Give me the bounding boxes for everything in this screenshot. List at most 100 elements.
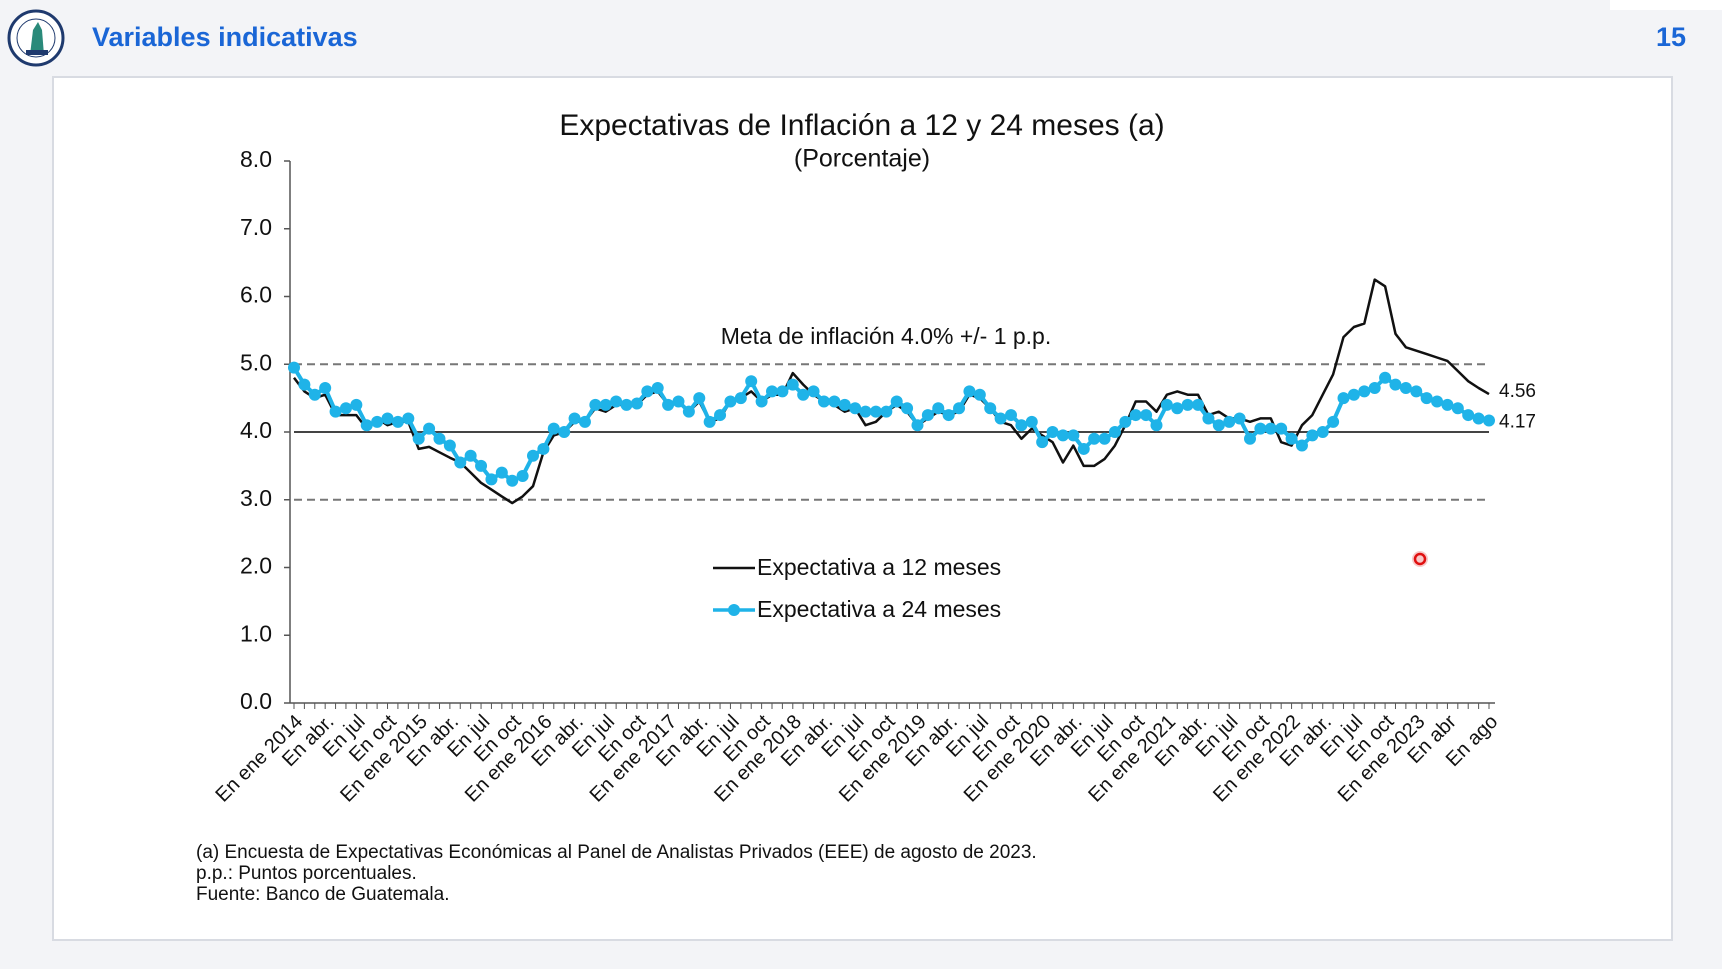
point [911,419,924,432]
y-tick-label: 3.0 [240,485,272,511]
point [1077,442,1090,455]
point [1451,402,1464,415]
point [350,398,363,411]
footnote: Fuente: Banco de Guatemala. [196,884,450,905]
point [921,409,934,422]
point [1347,388,1360,401]
point [1036,436,1049,449]
point [1441,398,1454,411]
point [1160,398,1173,411]
point [1015,419,1028,432]
point [412,432,425,445]
point [776,385,789,398]
point [953,402,966,415]
point [630,397,643,410]
point [1181,398,1194,411]
point [890,395,903,408]
legend-label: Expectativa a 24 meses [757,596,1001,622]
point [589,398,602,411]
point [869,405,882,418]
point [1108,426,1121,438]
point [1129,409,1142,422]
point [932,402,945,415]
y-tick-label: 5.0 [240,349,272,375]
legend-marker [728,604,740,616]
end-label: 4.17 [1499,411,1536,432]
page-number: 15 [1656,22,1686,52]
point [838,398,851,411]
point [1316,426,1329,438]
point [693,392,706,405]
point [1025,415,1038,428]
y-tick-label: 1.0 [240,620,272,646]
point [734,392,747,405]
point [1244,432,1256,445]
point [360,419,373,432]
point [963,385,976,398]
point [797,388,810,401]
point [817,395,830,408]
point [662,398,675,411]
y-tick-label: 7.0 [240,214,272,240]
point [288,361,300,374]
corner-tab [1610,0,1722,10]
point [641,385,654,398]
point [1098,432,1111,445]
point [423,422,436,435]
y-tick-label: 0.0 [240,688,272,714]
point [766,385,778,398]
point [1067,429,1080,442]
point [1285,432,1298,445]
point [786,378,799,391]
point [724,395,737,408]
point [682,405,695,418]
chart-subtitle: (Porcentaje) [794,145,930,173]
point [1275,422,1288,435]
point [578,415,591,428]
point [994,412,1007,425]
y-tick-label: 4.0 [240,417,272,443]
annotation: Meta de inflación 4.0% +/- 1 p.p. [721,323,1052,349]
point [1337,392,1350,405]
header-title: Variables indicativas [92,22,358,52]
point [984,402,997,415]
point [1389,378,1402,391]
point [1306,429,1319,442]
point [454,456,467,469]
point [620,398,633,411]
point [1358,385,1371,398]
point [329,405,342,418]
chart-title: Expectativas de Inflación a 12 y 24 mese… [559,109,1164,142]
point [1056,429,1069,442]
point [1368,381,1381,394]
point [1046,426,1059,438]
y-tick-label: 2.0 [240,553,272,579]
point [1212,419,1225,432]
y-tick-label: 8.0 [240,146,272,172]
point [1233,412,1246,425]
point [319,381,332,394]
point [1472,412,1485,425]
end-label: 4.56 [1499,381,1536,402]
point [1223,415,1236,428]
point [1192,398,1205,411]
point [1379,371,1392,384]
point [703,415,716,428]
point [1005,409,1017,422]
point [464,449,477,462]
footnote: p.p.: Puntos porcentuales. [196,863,417,884]
point [973,388,986,401]
point [516,470,529,483]
point [651,381,664,394]
point [371,415,384,428]
logo [7,9,65,67]
point [308,388,321,401]
point [381,412,394,425]
point [1295,439,1308,452]
point [558,426,571,438]
point [1462,409,1475,422]
point [880,405,893,418]
point [859,405,872,418]
point [339,402,352,415]
point [298,378,311,391]
